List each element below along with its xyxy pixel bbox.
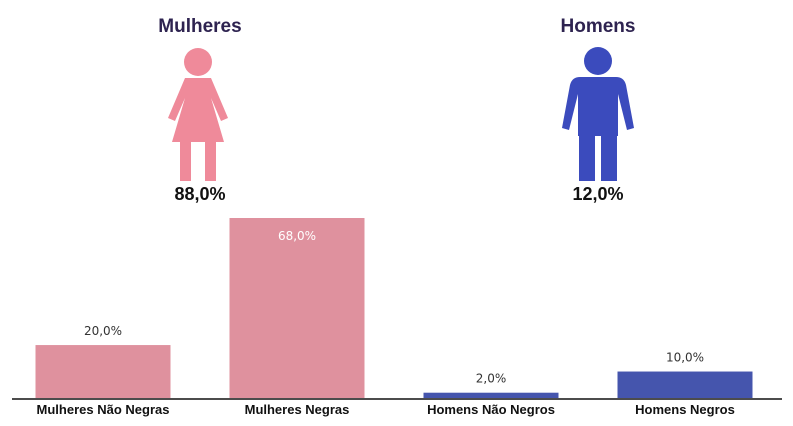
woman-icon bbox=[168, 48, 228, 181]
male-title: Homens bbox=[560, 16, 636, 37]
category-label: Homens Não Negros bbox=[427, 402, 555, 417]
bar-1 bbox=[229, 218, 365, 398]
bar-2 bbox=[423, 392, 559, 398]
bar-value-label: 20,0% bbox=[84, 324, 122, 338]
female-title: Mulheres bbox=[158, 16, 242, 37]
bar-value-label: 2,0% bbox=[476, 372, 507, 386]
man-icon bbox=[562, 47, 634, 181]
bar-value-label: 68,0% bbox=[278, 229, 316, 243]
category-label: Mulheres Negras bbox=[245, 402, 350, 417]
male-percentage: 12,0% bbox=[572, 184, 624, 204]
category-label: Mulheres Não Negras bbox=[37, 402, 170, 417]
female-percentage: 88,0% bbox=[174, 184, 226, 204]
bar-3 bbox=[617, 371, 753, 398]
bar-value-label: 10,0% bbox=[666, 351, 704, 365]
category-label: Homens Negros bbox=[635, 402, 735, 417]
bar-0 bbox=[35, 345, 171, 398]
